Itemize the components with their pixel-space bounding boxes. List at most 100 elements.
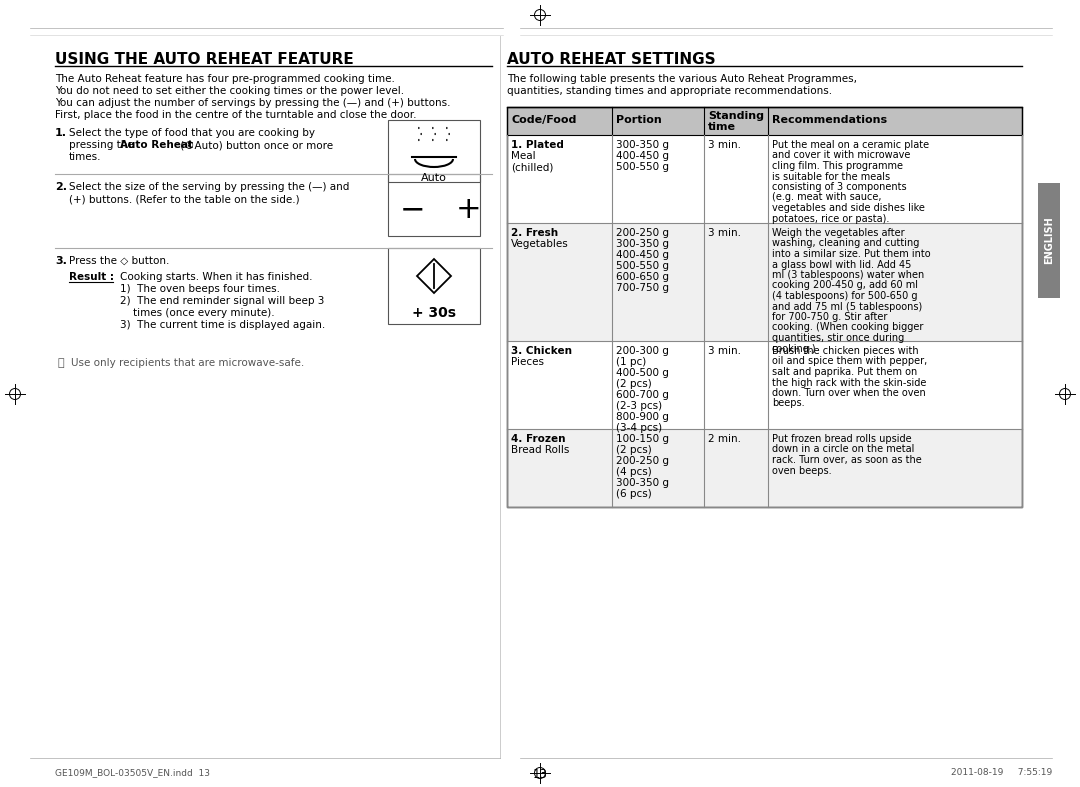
Text: 200-250 g: 200-250 g bbox=[616, 456, 669, 466]
Text: quantities, stir once during: quantities, stir once during bbox=[772, 333, 904, 343]
Text: Portion: Portion bbox=[616, 115, 662, 125]
Text: oven beeps.: oven beeps. bbox=[772, 465, 832, 475]
Text: Standing: Standing bbox=[708, 111, 764, 121]
Text: 1.: 1. bbox=[55, 128, 67, 138]
Text: down. Turn over when the oven: down. Turn over when the oven bbox=[772, 388, 926, 398]
Text: (e.g. meat with sauce,: (e.g. meat with sauce, bbox=[772, 193, 881, 202]
Text: 500-550 g: 500-550 g bbox=[616, 261, 669, 271]
Bar bbox=[388, 248, 480, 324]
Text: The Auto Reheat feature has four pre-programmed cooking time.: The Auto Reheat feature has four pre-pro… bbox=[55, 74, 395, 84]
Text: (2-3 pcs): (2-3 pcs) bbox=[616, 401, 662, 411]
Text: 4. Frozen: 4. Frozen bbox=[511, 434, 566, 444]
Text: cooking. (When cooking bigger: cooking. (When cooking bigger bbox=[772, 323, 923, 332]
Text: Put the meal on a ceramic plate: Put the meal on a ceramic plate bbox=[772, 140, 929, 150]
Text: 400-450 g: 400-450 g bbox=[616, 250, 669, 260]
Text: Weigh the vegetables after: Weigh the vegetables after bbox=[772, 228, 905, 238]
Text: 600-700 g: 600-700 g bbox=[616, 390, 669, 400]
Text: (+) buttons. (Refer to the table on the side.): (+) buttons. (Refer to the table on the … bbox=[69, 194, 299, 204]
Text: Ⓝ: Ⓝ bbox=[57, 358, 64, 368]
Text: USING THE AUTO REHEAT FEATURE: USING THE AUTO REHEAT FEATURE bbox=[55, 52, 354, 67]
Text: Select the size of the serving by pressing the (—) and: Select the size of the serving by pressi… bbox=[69, 182, 349, 192]
Text: salt and paprika. Put them on: salt and paprika. Put them on bbox=[772, 367, 917, 377]
Text: and add 75 ml (5 tablespoons): and add 75 ml (5 tablespoons) bbox=[772, 301, 922, 312]
Bar bbox=[388, 120, 480, 182]
Bar bbox=[507, 429, 1022, 507]
Text: cooking 200-450 g, add 60 ml: cooking 200-450 g, add 60 ml bbox=[772, 280, 918, 290]
Text: 1. Plated: 1. Plated bbox=[511, 140, 564, 150]
Text: ml (3 tablespoons) water when: ml (3 tablespoons) water when bbox=[772, 270, 924, 280]
Text: First, place the food in the centre of the turntable and close the door.: First, place the food in the centre of t… bbox=[55, 110, 417, 120]
Text: Brush the chicken pieces with: Brush the chicken pieces with bbox=[772, 346, 919, 356]
Text: 200-300 g: 200-300 g bbox=[616, 346, 669, 356]
Text: 1)  The oven beeps four times.: 1) The oven beeps four times. bbox=[120, 284, 280, 294]
Text: 500-550 g: 500-550 g bbox=[616, 162, 669, 172]
Text: 3.: 3. bbox=[55, 256, 67, 266]
Text: oil and spice them with pepper,: oil and spice them with pepper, bbox=[772, 357, 928, 367]
Text: Result :: Result : bbox=[69, 272, 114, 282]
Text: Meal: Meal bbox=[511, 151, 536, 161]
Text: washing, cleaning and cutting: washing, cleaning and cutting bbox=[772, 238, 919, 249]
Text: −: − bbox=[400, 195, 426, 224]
Text: vegetables and side dishes like: vegetables and side dishes like bbox=[772, 203, 924, 213]
Text: Press the ◇ button.: Press the ◇ button. bbox=[69, 256, 170, 266]
Text: 3. Chicken: 3. Chicken bbox=[511, 346, 572, 356]
Bar bbox=[507, 223, 1022, 341]
Text: into a similar size. Put them into: into a similar size. Put them into bbox=[772, 249, 931, 259]
Text: 2011-08-19     7:55:19: 2011-08-19 7:55:19 bbox=[950, 768, 1052, 777]
Text: 3 min.: 3 min. bbox=[708, 228, 741, 238]
Text: a glass bowl with lid. Add 45: a glass bowl with lid. Add 45 bbox=[772, 260, 912, 269]
Text: Select the type of food that you are cooking by: Select the type of food that you are coo… bbox=[69, 128, 315, 138]
Text: Bread Rolls: Bread Rolls bbox=[511, 445, 569, 455]
Text: 2 min.: 2 min. bbox=[708, 434, 741, 444]
Text: (4 tablespoons) for 500-650 g: (4 tablespoons) for 500-650 g bbox=[772, 291, 918, 301]
Text: 2. Fresh: 2. Fresh bbox=[511, 228, 558, 238]
Text: (4 pcs): (4 pcs) bbox=[616, 467, 651, 477]
Text: Auto: Auto bbox=[421, 173, 447, 183]
Text: +: + bbox=[456, 195, 482, 224]
Text: (chilled): (chilled) bbox=[511, 162, 553, 172]
Text: 200-250 g: 200-250 g bbox=[616, 228, 669, 238]
Text: the high rack with the skin-side: the high rack with the skin-side bbox=[772, 378, 927, 387]
Text: down in a circle on the metal: down in a circle on the metal bbox=[772, 445, 915, 455]
Text: 300-350 g: 300-350 g bbox=[616, 140, 669, 150]
Text: 400-450 g: 400-450 g bbox=[616, 151, 669, 161]
Text: (1 pc): (1 pc) bbox=[616, 357, 646, 367]
Bar bbox=[1038, 183, 1059, 298]
Text: ENGLISH: ENGLISH bbox=[1044, 216, 1054, 264]
Text: You do not need to set either the cooking times or the power level.: You do not need to set either the cookin… bbox=[55, 86, 404, 96]
Text: 3 min.: 3 min. bbox=[708, 140, 741, 150]
Text: cooking.): cooking.) bbox=[772, 343, 816, 353]
Text: 300-350 g: 300-350 g bbox=[616, 239, 669, 249]
Text: quantities, standing times and appropriate recommendations.: quantities, standing times and appropria… bbox=[507, 86, 832, 96]
Text: (6 pcs): (6 pcs) bbox=[616, 489, 651, 499]
Bar bbox=[507, 135, 1022, 223]
Text: cling film. This programme: cling film. This programme bbox=[772, 161, 903, 171]
Bar bbox=[388, 174, 480, 236]
Text: Vegetables: Vegetables bbox=[511, 239, 569, 249]
Text: Recommendations: Recommendations bbox=[772, 115, 887, 125]
Text: and cover it with microwave: and cover it with microwave bbox=[772, 150, 910, 161]
Text: 2)  The end reminder signal will beep 3: 2) The end reminder signal will beep 3 bbox=[120, 296, 324, 306]
Text: beeps.: beeps. bbox=[772, 398, 805, 408]
Text: AUTO REHEAT SETTINGS: AUTO REHEAT SETTINGS bbox=[507, 52, 716, 67]
Text: 3)  The current time is displayed again.: 3) The current time is displayed again. bbox=[120, 320, 325, 330]
Text: 400-500 g: 400-500 g bbox=[616, 368, 669, 378]
Text: 3 min.: 3 min. bbox=[708, 346, 741, 356]
Text: (®Auto) button once or more: (®Auto) button once or more bbox=[177, 140, 333, 150]
Text: Code/Food: Code/Food bbox=[511, 115, 577, 125]
Bar bbox=[507, 107, 1022, 507]
Text: + 30s: + 30s bbox=[411, 306, 456, 320]
Text: 600-650 g: 600-650 g bbox=[616, 272, 669, 282]
Text: for 700-750 g. Stir after: for 700-750 g. Stir after bbox=[772, 312, 888, 322]
Text: Put frozen bread rolls upside: Put frozen bread rolls upside bbox=[772, 434, 912, 444]
Text: You can adjust the number of servings by pressing the (—) and (+) buttons.: You can adjust the number of servings by… bbox=[55, 98, 450, 108]
Bar bbox=[507, 341, 1022, 429]
Text: 300-350 g: 300-350 g bbox=[616, 478, 669, 488]
Text: time: time bbox=[708, 122, 735, 132]
Text: pressing the: pressing the bbox=[69, 140, 137, 150]
Text: (3-4 pcs): (3-4 pcs) bbox=[616, 423, 662, 433]
Text: Use only recipients that are microwave-safe.: Use only recipients that are microwave-s… bbox=[71, 358, 305, 368]
Text: potatoes, rice or pasta).: potatoes, rice or pasta). bbox=[772, 213, 889, 224]
Text: GE109M_BOL-03505V_EN.indd  13: GE109M_BOL-03505V_EN.indd 13 bbox=[55, 768, 210, 777]
Text: consisting of 3 components: consisting of 3 components bbox=[772, 182, 906, 192]
